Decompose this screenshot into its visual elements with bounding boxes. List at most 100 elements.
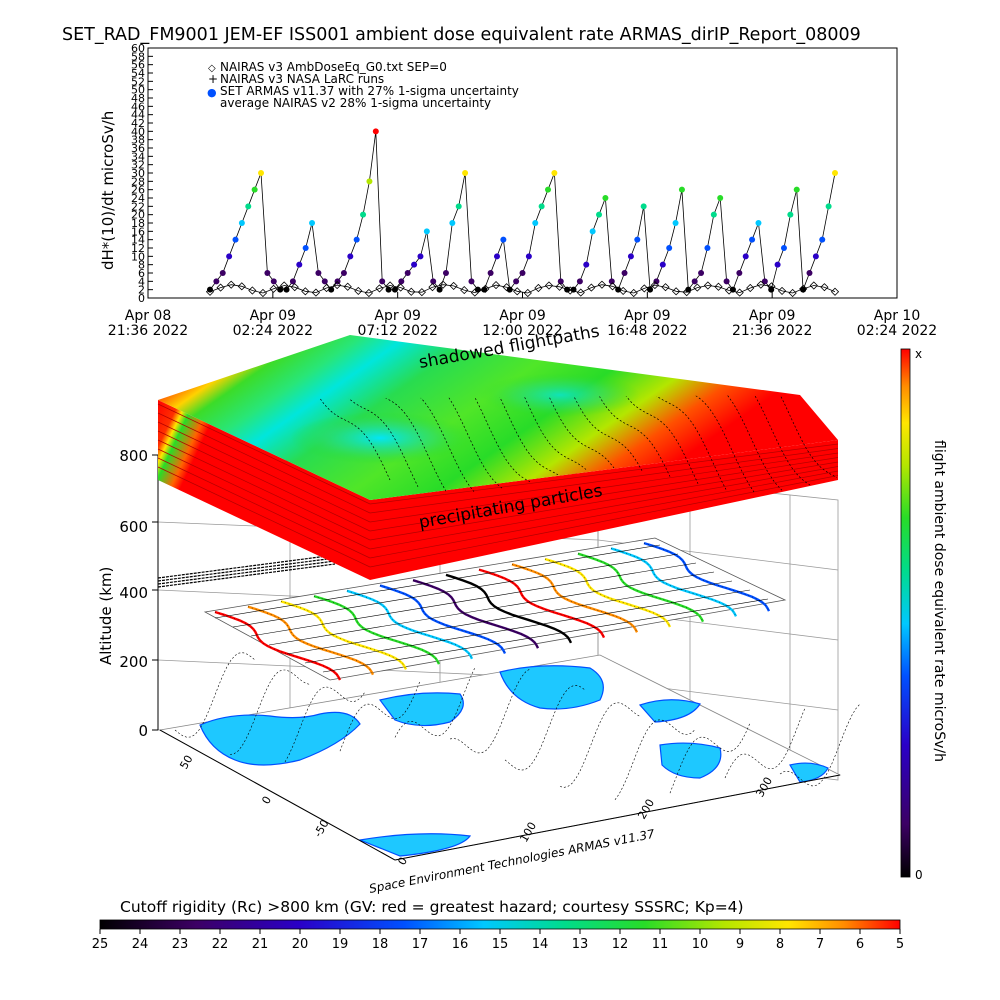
series-line-1 — [209, 284, 836, 294]
armas-point — [360, 211, 367, 218]
y-tick-label: 38 — [131, 134, 145, 147]
armas-point — [819, 236, 826, 243]
y-tick-label: 0 — [138, 292, 145, 305]
cbar-tick-label: 17 — [412, 937, 429, 952]
lat-tick-50: 50 — [177, 753, 195, 772]
slab-track — [411, 395, 503, 489]
x-tick-label-time: 12:00 2022 — [482, 323, 562, 339]
nairas-point — [544, 281, 554, 290]
floor-track — [559, 702, 641, 788]
armas-point — [385, 286, 392, 293]
track-wave-dots — [412, 579, 539, 649]
armas-point — [321, 278, 328, 285]
nairas-point — [566, 286, 575, 295]
track-wave-dots — [313, 595, 440, 665]
track-cross-line — [322, 598, 769, 673]
armas-point — [404, 270, 411, 276]
nairas-point — [438, 280, 448, 289]
cbar-tick-label: 25 — [92, 937, 109, 952]
armas-point — [258, 170, 265, 176]
slab-edge-line — [157, 448, 371, 550]
y-tick-label: 20 — [131, 209, 145, 222]
armas-point — [717, 195, 724, 201]
legend-marker-1: + — [208, 72, 218, 86]
flight-track-plane — [203, 537, 787, 681]
y-axis-ticks: 0246810121416182022242628303234363840424… — [131, 42, 153, 305]
x-tick-label-time: 02:24 2022 — [857, 323, 937, 339]
z-tick-400: 400 — [119, 584, 148, 602]
armas-point — [391, 286, 398, 293]
y-tick-label: 52 — [131, 75, 145, 88]
cbar-tick-label: 9 — [736, 937, 744, 952]
y-tick-label: 12 — [131, 242, 145, 255]
armas-point — [500, 236, 507, 243]
nairas-point — [619, 286, 628, 296]
ribbon-line — [157, 560, 336, 585]
nairas-point — [523, 288, 532, 298]
top-plot: 0246810121416182022242628303234363840424… — [99, 42, 937, 339]
z-tick-600: 600 — [119, 518, 148, 536]
cbar-tick-label: 14 — [532, 937, 549, 952]
nairas-point — [385, 281, 395, 290]
armas-point — [430, 278, 437, 285]
armas-point — [296, 261, 303, 268]
armas-point — [309, 220, 316, 226]
x-tick-label-date: Apr 09 — [374, 308, 420, 324]
nairas-point — [470, 288, 479, 297]
cbar-tick-label: 21 — [252, 937, 269, 952]
armas-point — [647, 286, 654, 293]
armas-point — [347, 253, 354, 260]
bottom-colorbar-ticks: 25 24 23 22 21 20 19 18 17 16 15 14 13 12 11 10 9 8 7 6 5 — [92, 929, 904, 952]
armas-point — [315, 270, 322, 276]
nairas-point — [354, 286, 363, 296]
nairas-point — [640, 284, 649, 293]
x-tick-label-date: Apr 09 — [624, 308, 670, 324]
nairas-point — [343, 282, 352, 291]
cbar-tick-label: 16 — [452, 937, 469, 952]
armas-point — [264, 270, 271, 276]
nairas-point — [428, 283, 437, 292]
y-tick-label: 40 — [131, 125, 145, 138]
y-tick-label: 18 — [131, 217, 145, 230]
y-tick-label: 58 — [131, 50, 145, 63]
armas-point — [825, 203, 832, 210]
cbar-tick-label: 24 — [132, 937, 149, 952]
y-tick-label: 26 — [131, 184, 145, 197]
legend-text-3: average NAIRAS v2 28% 1-sigma uncertaint… — [220, 96, 491, 110]
land-region — [357, 833, 472, 857]
land-region — [659, 742, 722, 779]
cbar-tick-label: 23 — [172, 937, 189, 952]
armas-point — [455, 203, 462, 210]
armas-point — [551, 170, 558, 176]
floor-track — [394, 667, 476, 738]
nairas-point — [597, 280, 607, 289]
track-cross-line — [286, 580, 733, 655]
nairas-point — [280, 281, 289, 290]
nairas-point — [481, 284, 490, 293]
x-tick-label-date: Apr 09 — [250, 308, 296, 324]
armas-point — [678, 186, 685, 193]
legend: ◇ NAIRAS v3 AmbDoseEq_G0.txt SEP=0 + NAI… — [207, 60, 519, 110]
x-tick-label-time: 21:36 2022 — [108, 323, 188, 339]
slab-track — [383, 395, 475, 492]
nairas-point — [407, 287, 416, 296]
armas-point — [832, 170, 838, 176]
y-tick-label: 34 — [131, 150, 145, 163]
armas-point — [589, 228, 596, 235]
track-wave-dots — [511, 564, 638, 633]
armas-point — [627, 253, 634, 260]
ribbon-line — [157, 563, 336, 588]
nairas-point — [301, 287, 310, 296]
nairas-point — [693, 283, 702, 292]
slab-track — [523, 395, 615, 469]
x-tick-label-date: Apr 09 — [499, 308, 545, 324]
nairas-point — [216, 283, 225, 292]
nairas-point — [311, 288, 321, 297]
armas-point — [487, 270, 494, 276]
nairas-point — [205, 287, 215, 296]
armas-point — [519, 270, 526, 276]
armas-point — [232, 236, 239, 243]
y-tick-label: 48 — [131, 92, 145, 105]
armas-point — [411, 261, 418, 268]
